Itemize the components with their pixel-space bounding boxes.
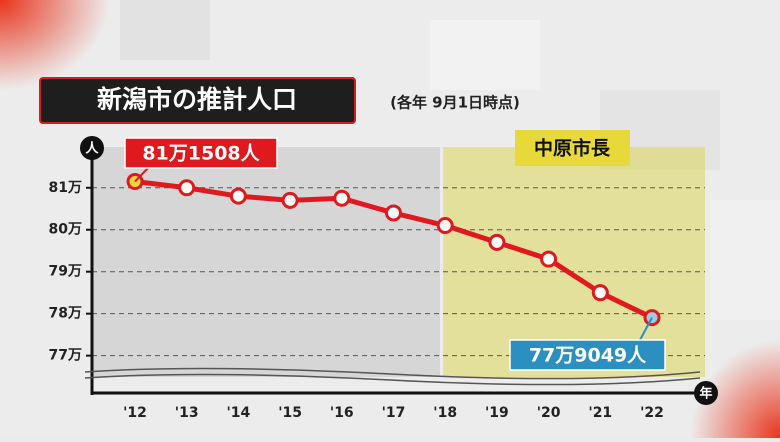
title-box (39, 77, 356, 124)
x-tick-label: '22 (640, 405, 664, 421)
data-point (591, 284, 609, 302)
x-unit: 年 (699, 386, 712, 402)
plot: 中原市長 77万 78万 79万 80万 81万 人年 '12 '13 '14 '15 '16 '17 '… (49, 130, 718, 421)
chart-subtitle: (各年 9月1日時点) (390, 94, 520, 112)
y-unit: 人 (85, 141, 99, 157)
data-point (178, 179, 196, 197)
y-tick-label: 79万 (49, 264, 82, 280)
y-tick-label: 80万 (49, 222, 82, 238)
label-leader (639, 317, 653, 341)
data-point (436, 217, 454, 235)
axis-break (84, 367, 701, 386)
value-label-box (509, 339, 666, 371)
x-tick-label: '19 (485, 405, 509, 421)
x-tick-label: '21 (588, 405, 612, 421)
y-tick-label: 77万 (49, 348, 82, 364)
data-point (281, 191, 299, 209)
value-label: 77万9049人 (529, 345, 647, 367)
x-tick-label: '14 (227, 405, 251, 421)
x-unit-badge (694, 381, 718, 405)
data-point (229, 187, 247, 205)
data-point (488, 233, 506, 251)
y-tick-label: 78万 (49, 306, 82, 322)
x-tick-label: '12 (123, 405, 147, 421)
data-point (385, 204, 402, 222)
value-label-box (124, 137, 278, 169)
value-label: 81万1508人 (142, 143, 260, 165)
x-tick-label: '15 (278, 405, 302, 421)
data-point (333, 189, 351, 207)
y-tick-label: 81万 (49, 180, 82, 196)
annotation-box (515, 130, 630, 166)
y-unit-badge (80, 136, 104, 160)
annotation-label: 中原市長 (534, 137, 611, 160)
x-tick-label: '13 (175, 405, 199, 421)
x-tick-label: '18 (433, 405, 457, 421)
x-tick-label: '17 (382, 405, 406, 421)
x-tick-label: '20 (537, 405, 561, 421)
data-point (540, 250, 558, 268)
x-tick-label: '16 (330, 405, 354, 421)
highlight-band (443, 147, 705, 377)
chart-title: 新潟市の推計人口 (97, 85, 297, 114)
